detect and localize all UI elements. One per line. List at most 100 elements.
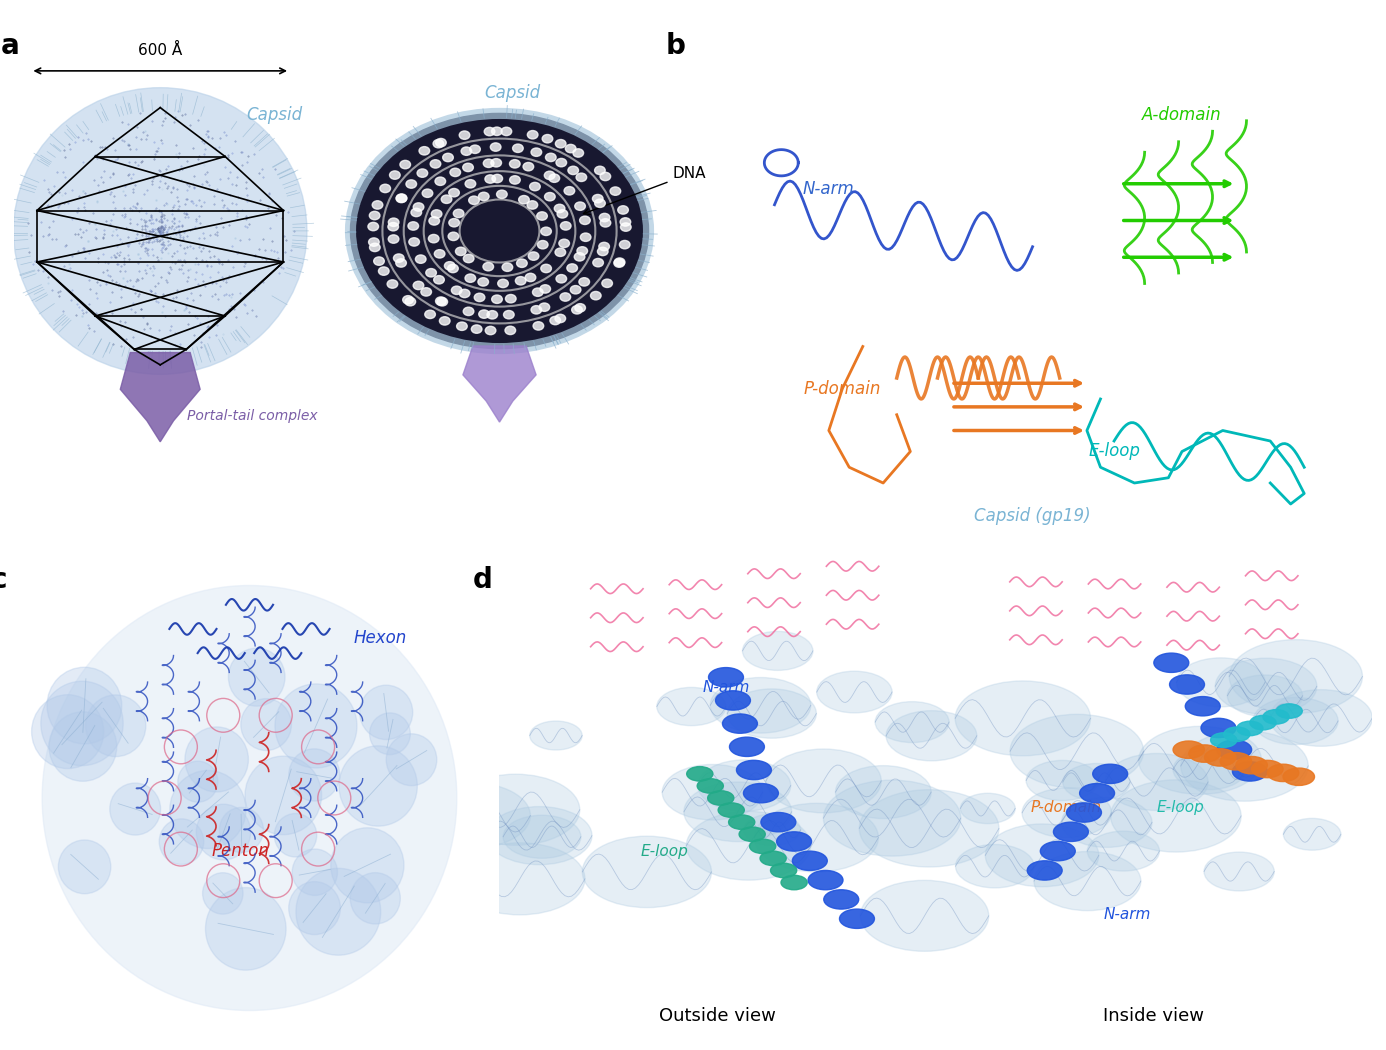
Circle shape [1041,841,1076,861]
Circle shape [861,880,988,951]
Circle shape [419,147,430,155]
Circle shape [413,281,424,290]
Circle shape [599,213,610,222]
Text: P-domain: P-domain [804,379,881,398]
Circle shape [1204,853,1274,890]
Circle shape [434,250,445,258]
Circle shape [426,269,437,277]
Circle shape [288,882,341,934]
Circle shape [531,148,542,156]
Circle shape [1177,658,1265,707]
Circle shape [1173,750,1246,790]
Circle shape [403,296,413,304]
Circle shape [1189,744,1220,762]
Circle shape [450,168,460,176]
Circle shape [205,887,286,970]
Circle shape [527,130,538,139]
Circle shape [478,192,489,201]
Circle shape [618,206,628,214]
Circle shape [430,160,441,168]
Circle shape [715,691,750,710]
Circle shape [388,218,399,227]
Circle shape [401,161,410,169]
Circle shape [875,701,949,742]
Circle shape [808,870,843,889]
Circle shape [710,677,811,733]
Circle shape [1263,710,1289,724]
Circle shape [47,667,122,743]
Circle shape [743,783,779,803]
Text: b: b [665,32,686,60]
Circle shape [859,790,999,867]
Circle shape [595,200,606,208]
Circle shape [1034,852,1141,910]
Circle shape [567,264,578,272]
Circle shape [525,273,536,281]
Circle shape [593,258,603,267]
Circle shape [1105,754,1209,811]
Circle shape [496,190,507,198]
Circle shape [486,806,592,864]
Circle shape [743,631,814,670]
Circle shape [1252,760,1283,778]
Circle shape [1080,783,1114,803]
Circle shape [776,832,812,852]
Circle shape [412,208,421,216]
Circle shape [1185,696,1220,716]
Circle shape [582,836,711,907]
Circle shape [1277,704,1303,718]
Circle shape [1267,764,1299,781]
Circle shape [40,681,123,765]
Circle shape [109,783,161,835]
Circle shape [722,714,757,733]
Text: Penton: Penton [211,842,269,860]
Circle shape [297,868,381,956]
Circle shape [245,756,322,835]
Circle shape [595,166,606,174]
Circle shape [416,255,426,264]
Circle shape [739,827,765,841]
Circle shape [369,211,380,219]
Circle shape [518,195,529,204]
Circle shape [1232,761,1267,781]
Circle shape [1153,653,1189,672]
Text: Capsid (gp19): Capsid (gp19) [974,507,1091,525]
Circle shape [396,194,407,203]
Circle shape [485,174,496,183]
Circle shape [456,322,467,331]
Circle shape [1053,822,1088,841]
Text: Outside view: Outside view [658,1007,776,1025]
Circle shape [571,306,582,314]
Circle shape [219,807,263,853]
Circle shape [760,852,786,865]
Circle shape [516,276,527,285]
Circle shape [602,279,613,288]
Circle shape [1139,727,1261,794]
Circle shape [697,779,723,793]
Circle shape [485,327,496,335]
Circle shape [590,292,602,300]
Circle shape [449,218,460,227]
Circle shape [49,712,116,781]
Circle shape [510,175,520,184]
Circle shape [743,814,801,845]
Circle shape [1010,714,1143,789]
Circle shape [559,239,570,248]
Circle shape [554,205,565,213]
Circle shape [1375,764,1386,815]
Ellipse shape [14,87,306,375]
Text: Capsid: Capsid [247,106,302,125]
Circle shape [498,279,509,288]
Circle shape [184,727,248,792]
Circle shape [572,149,584,158]
Circle shape [448,232,459,240]
Text: d: d [473,566,492,594]
Circle shape [1026,760,1099,800]
Text: A-domain: A-domain [1142,106,1222,125]
Circle shape [840,909,875,928]
Text: a: a [0,32,19,60]
Circle shape [728,689,816,738]
Circle shape [435,177,446,186]
Circle shape [32,695,104,769]
Circle shape [409,237,420,246]
